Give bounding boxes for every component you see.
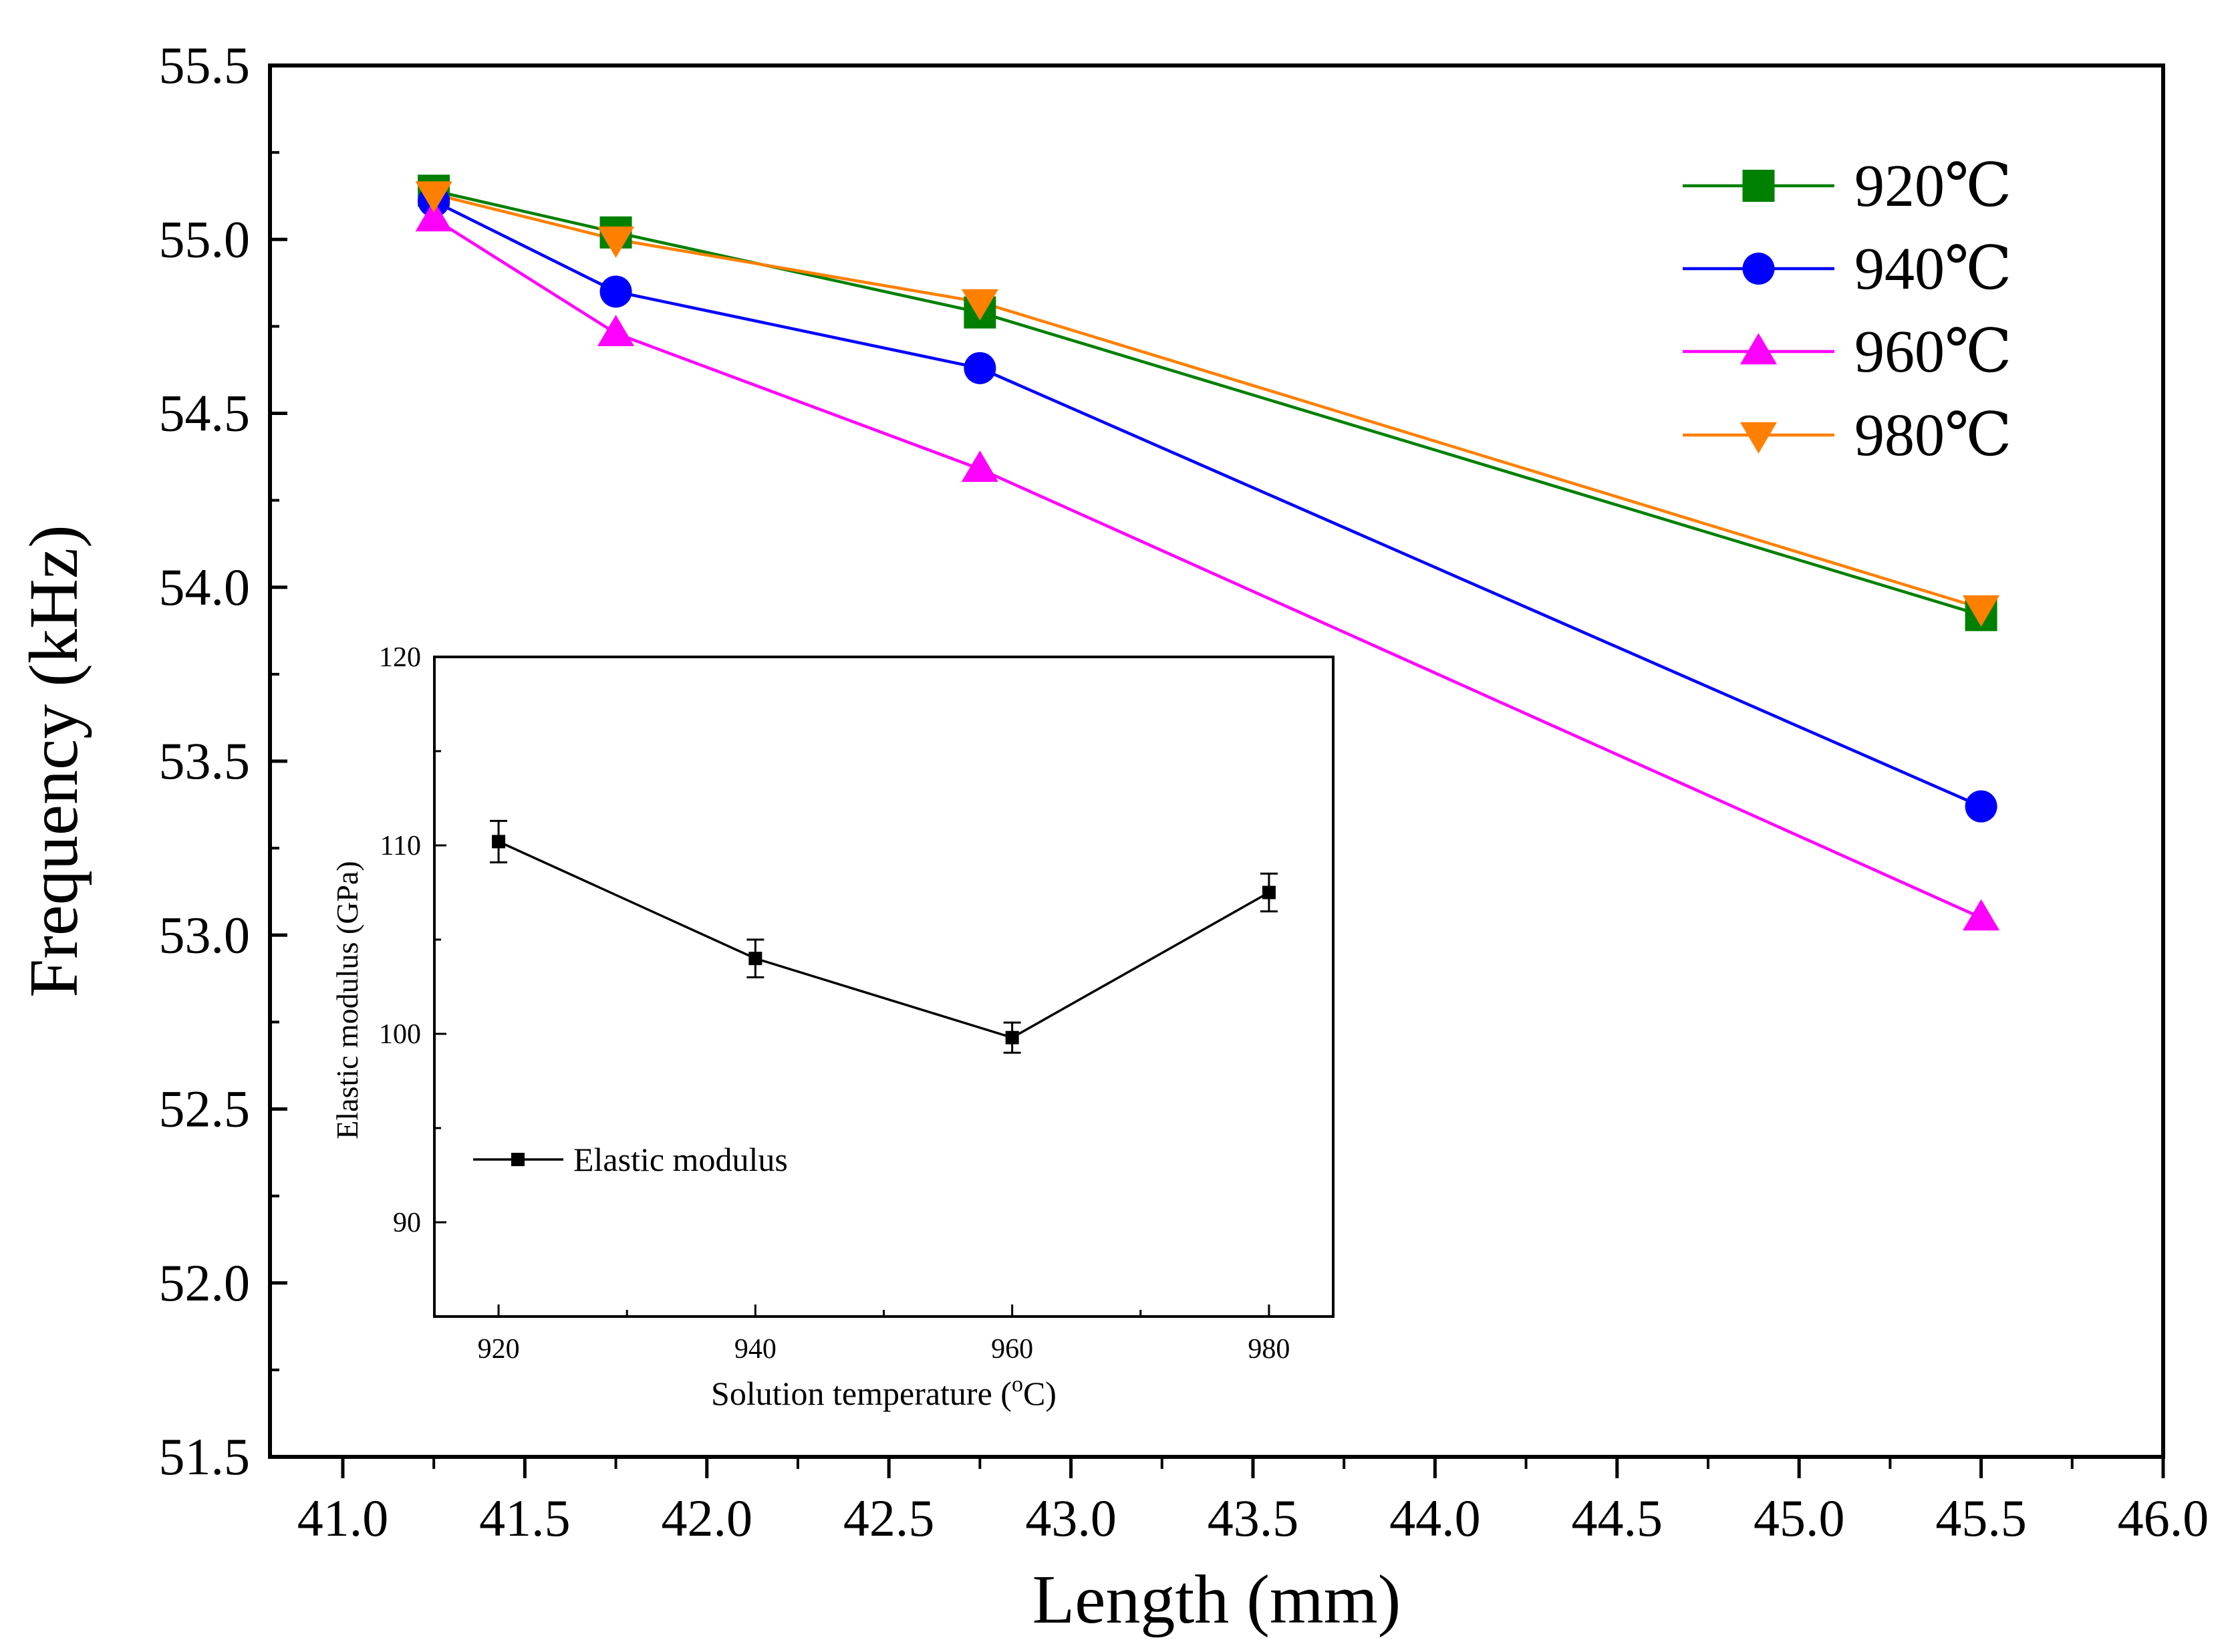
inset-x-tick-label: 920 [478,1334,520,1365]
series-2-point [597,315,635,346]
series-line-2 [432,217,1982,920]
inset-series-point [1262,885,1276,900]
x-tick-label: 43.5 [1208,1489,1299,1547]
y-tick-label: 52.5 [159,1080,251,1138]
legend-marker-3 [1739,422,1778,454]
inset-legend-marker [511,1153,525,1166]
inset-x-tick-label: 960 [991,1334,1033,1365]
y-tick-label: 53.5 [159,732,251,790]
legend-label-2: 960℃ [1854,319,2012,385]
x-tick-label: 41.0 [297,1489,389,1547]
series-1-point [599,275,632,308]
x-tick-label: 41.5 [479,1489,571,1547]
x-tick-label: 45.0 [1754,1489,1845,1547]
series-2-point [415,200,452,232]
x-tick-label: 46.0 [2118,1489,2209,1547]
y-tick-label: 54.5 [159,384,251,442]
legend-label-3: 980℃ [1854,402,2012,468]
inset-x-axis-label-sup: o [1012,1372,1023,1397]
legend-marker-0 [1742,170,1775,202]
series-line-1 [433,199,1982,808]
y-axis-label: Frequency (kHz) [15,525,92,997]
series-line-3 [433,192,1982,610]
inset-x-tick-label: 940 [734,1334,777,1365]
series-1-point [1965,790,1997,823]
y-tick-label: 55.0 [159,210,251,268]
x-tick-label: 44.5 [1572,1489,1663,1547]
x-tick-label: 44.0 [1389,1489,1481,1547]
inset-x-tick-label: 980 [1248,1334,1290,1365]
inset-y-tick-label: 90 [393,1208,421,1238]
x-tick-label: 42.0 [662,1489,753,1547]
series-line-0 [433,189,1982,617]
inset-x-axis-label-end: C) [1023,1375,1057,1412]
inset-y-tick-label: 100 [379,1019,421,1050]
series-2-point [961,450,998,482]
inset-y-axis-label: Elastic modulus (GPa) [330,861,364,1139]
inset-y-tick-label: 120 [379,642,421,673]
y-tick-label: 54.0 [159,558,251,616]
x-tick-label: 42.5 [843,1489,935,1547]
y-tick-label: 53.0 [159,906,251,964]
inset-legend-label: Elastic modulus [573,1141,788,1178]
inset-plot-frame [433,656,1335,1318]
inset-x-axis-label-main: Solution temperature ( [711,1375,1012,1412]
inset-x-axis-label: Solution temperature (oC) [711,1372,1057,1412]
main-plot: 51.5 52.0 52.5 53.0 53.5 54.0 54.5 55.0 55.5 41.0… [15,36,2209,1638]
inset-series-line [498,840,1270,1039]
y-tick-label: 51.5 [159,1427,251,1486]
y-tick-label: 52.0 [159,1254,251,1312]
inset-series-point [748,952,762,966]
legend-marker-1 [1742,253,1775,285]
inset-series-point [1005,1030,1019,1045]
x-tick-label: 43.0 [1025,1489,1117,1547]
x-tick-label: 45.5 [1935,1489,2027,1547]
legend-marker-2 [1739,333,1778,365]
series-3-point [1962,595,2000,627]
x-axis-label: Length (mm) [1032,1561,1401,1638]
legend-label-0: 920℃ [1854,153,2012,219]
series-3-point [415,181,452,213]
inset-series-point [492,835,506,849]
series-2-point [1962,899,2000,931]
series-3-point [597,227,635,258]
inset-y-tick-label: 110 [380,831,421,861]
legend-label-1: 940℃ [1854,236,2012,302]
series-3-point [961,289,998,321]
inset-plot: 90 100 110 120 920 940 960 980 Solution temperat… [330,642,1335,1412]
y-tick-label: 55.5 [159,36,251,94]
series-1-point [964,352,996,384]
